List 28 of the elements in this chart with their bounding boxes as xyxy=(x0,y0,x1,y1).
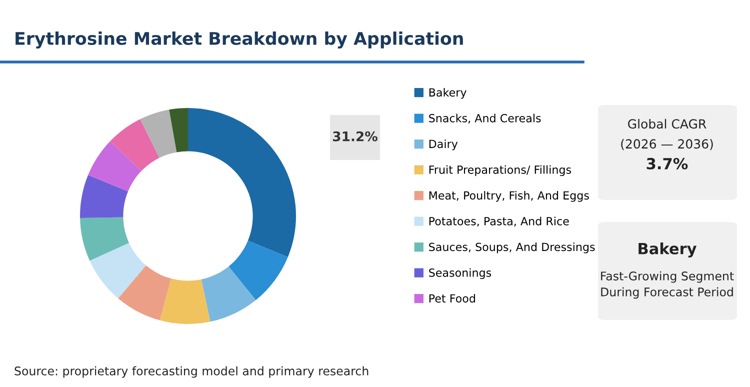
legend-label: Snacks, And Cereals xyxy=(429,114,541,124)
legend-label: Pet Food xyxy=(429,294,475,303)
donut-slice xyxy=(88,141,142,192)
donut-slice xyxy=(160,278,210,324)
text: Bakery xyxy=(638,242,697,258)
text: Fast-Growing Segment During Forecast Period xyxy=(601,271,734,299)
text: (2026 — 2036) xyxy=(621,138,713,150)
legend-label: Meat, Poultry, Fish, And Eggs xyxy=(429,191,589,202)
donut-slice xyxy=(140,110,177,158)
chart-title: Erythrosine Market Breakdown by Application xyxy=(16,32,463,48)
donut-slice xyxy=(110,119,160,172)
donut-slice xyxy=(228,240,288,300)
donut-slice xyxy=(90,242,146,298)
donut-slice xyxy=(118,265,172,320)
text: Global CAGR xyxy=(628,118,706,129)
donut-slice xyxy=(201,266,256,322)
text: 3.7% xyxy=(646,158,688,170)
legend-label: Dairy xyxy=(429,140,458,150)
legend-label: Sauces, Soups, And Dressings xyxy=(429,242,595,254)
legend-label: Seasonings xyxy=(429,268,492,280)
legend-label: Potatoes, Pasta, And Rice xyxy=(429,216,569,226)
legend-label: Fruit Preparations/ Fillings xyxy=(429,165,572,176)
donut-slice xyxy=(80,174,128,218)
source-note: Source: proprietary forecasting model and primary research xyxy=(14,366,368,378)
legend-label: Bakery xyxy=(429,88,466,99)
donut-slice xyxy=(80,217,130,261)
donut-slice xyxy=(169,108,188,152)
data-label: 31.2% xyxy=(332,131,378,142)
